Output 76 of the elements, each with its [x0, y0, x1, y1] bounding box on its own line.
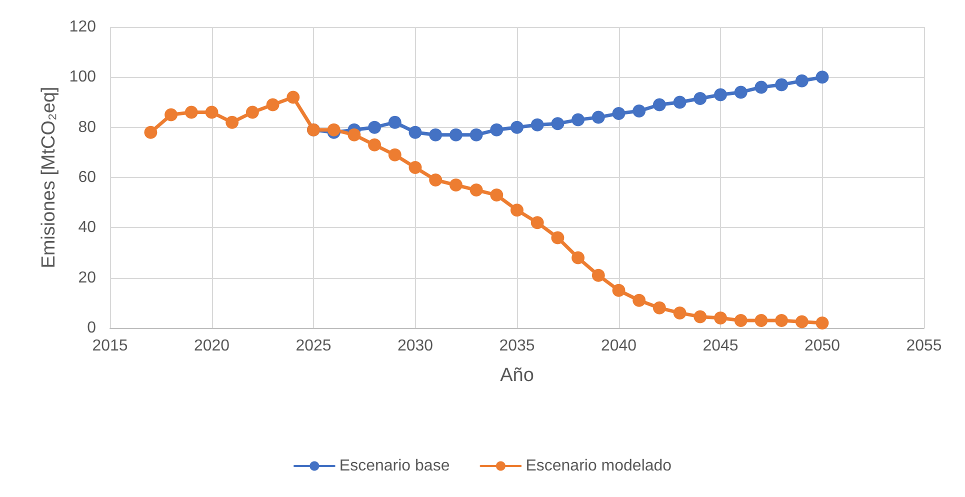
point	[490, 123, 504, 136]
point	[429, 128, 442, 142]
point	[572, 113, 585, 126]
y-tick-label: 20	[78, 269, 96, 286]
x-tick-label: 2035	[499, 338, 535, 354]
point	[592, 268, 605, 282]
x-tick-label: 2040	[600, 338, 637, 354]
point	[694, 92, 707, 105]
point	[368, 138, 382, 152]
point	[266, 98, 280, 112]
x-tick-label: 2030	[397, 338, 434, 354]
x-tick-label: 2055	[906, 338, 942, 354]
point	[368, 120, 382, 134]
point	[632, 294, 646, 307]
point	[449, 178, 462, 192]
point	[408, 160, 422, 174]
point	[816, 70, 829, 84]
point	[327, 123, 340, 136]
point	[734, 314, 748, 327]
point	[164, 108, 178, 122]
point	[673, 96, 686, 109]
point	[348, 128, 361, 142]
point	[470, 128, 483, 142]
point	[490, 188, 504, 202]
point	[816, 316, 829, 330]
point	[754, 80, 768, 94]
x-tick-label: 2025	[296, 338, 332, 354]
point	[652, 98, 666, 112]
y-tick-label: 60	[78, 169, 96, 186]
point	[205, 106, 218, 119]
point	[775, 314, 788, 327]
point	[551, 231, 564, 244]
y-tick-label: 80	[78, 118, 96, 136]
legend-label: Escenario modelado	[526, 458, 672, 474]
point	[734, 86, 748, 99]
point	[694, 310, 707, 324]
x-axis-title: Año	[500, 365, 534, 386]
point	[572, 251, 585, 264]
x-tick-label: 2045	[702, 338, 738, 354]
y-tick-label: 40	[78, 219, 96, 236]
point	[795, 315, 808, 328]
x-tick-label: 2020	[194, 338, 230, 354]
point	[714, 311, 727, 324]
point	[530, 118, 544, 132]
point	[470, 184, 483, 197]
x-tick-label: 2050	[804, 338, 840, 354]
y-axis-title: Emisiones [MtCO₂eq]	[38, 86, 60, 268]
point	[226, 116, 239, 129]
point	[449, 128, 462, 142]
point	[286, 90, 300, 104]
point	[530, 216, 544, 230]
point	[612, 107, 626, 120]
point	[673, 306, 686, 320]
y-tick-label: 120	[69, 18, 96, 36]
point	[714, 88, 727, 102]
point	[795, 74, 808, 88]
y-tick-label: 100	[69, 68, 96, 86]
x-tick-label: 2015	[92, 338, 128, 354]
point	[754, 314, 768, 327]
point	[246, 106, 259, 119]
point	[592, 110, 605, 124]
point	[429, 174, 442, 187]
point	[144, 126, 158, 139]
point	[408, 126, 422, 139]
point	[388, 148, 402, 162]
legend-label: Escenario base	[339, 458, 450, 474]
point	[652, 301, 666, 314]
point	[632, 104, 646, 118]
point	[612, 284, 626, 297]
point	[551, 117, 564, 130]
point	[510, 120, 524, 134]
point	[184, 106, 198, 119]
point	[510, 204, 524, 217]
point	[775, 78, 788, 92]
point	[388, 116, 402, 129]
y-tick-label: 0	[87, 320, 96, 336]
